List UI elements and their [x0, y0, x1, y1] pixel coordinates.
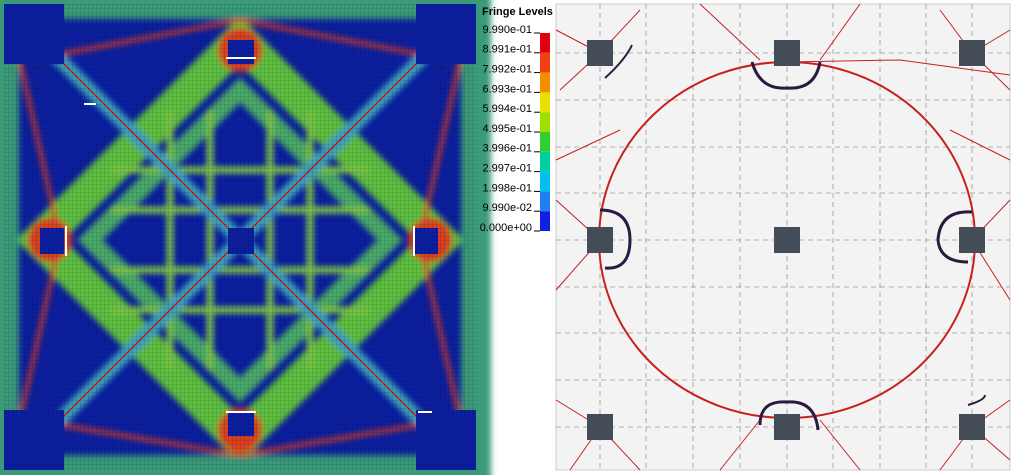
- crack-pattern: [556, 4, 1010, 470]
- legend-label: 4.995e-01: [482, 123, 532, 135]
- legend-label: 9.990e-01: [482, 24, 532, 36]
- legend-title: Fringe Levels: [482, 6, 553, 18]
- fringe-plot: [4, 4, 476, 470]
- legend-label: 0.000e+00: [480, 222, 532, 234]
- legend-swatch: [540, 132, 550, 152]
- legend-label: 1.998e-01: [482, 182, 532, 194]
- legend-swatch: [540, 172, 550, 192]
- legend-label: 7.992e-01: [482, 64, 532, 76]
- legend-swatch: [540, 152, 550, 172]
- legend-swatch: [540, 211, 550, 231]
- page: Fringe Levels 9.990e-01 8.991e-01 7.992e-0…: [0, 0, 1014, 475]
- legend-swatch: [540, 92, 550, 112]
- legend-swatch: [540, 53, 550, 73]
- legend-swatch: [540, 73, 550, 93]
- legend-label: 9.990e-02: [482, 202, 532, 214]
- legend-label: 8.991e-01: [482, 44, 532, 56]
- legend-label: 5.994e-01: [482, 103, 532, 115]
- legend-label: 6.993e-01: [482, 83, 532, 95]
- legend-swatch: [540, 112, 550, 132]
- legend-label: 3.996e-01: [482, 143, 532, 155]
- legend-swatch: [540, 191, 550, 211]
- legend-label: 2.997e-01: [482, 163, 532, 175]
- legend-swatch: [540, 33, 550, 53]
- figure: Fringe Levels 9.990e-01 8.991e-01 7.992e-0…: [0, 0, 1014, 475]
